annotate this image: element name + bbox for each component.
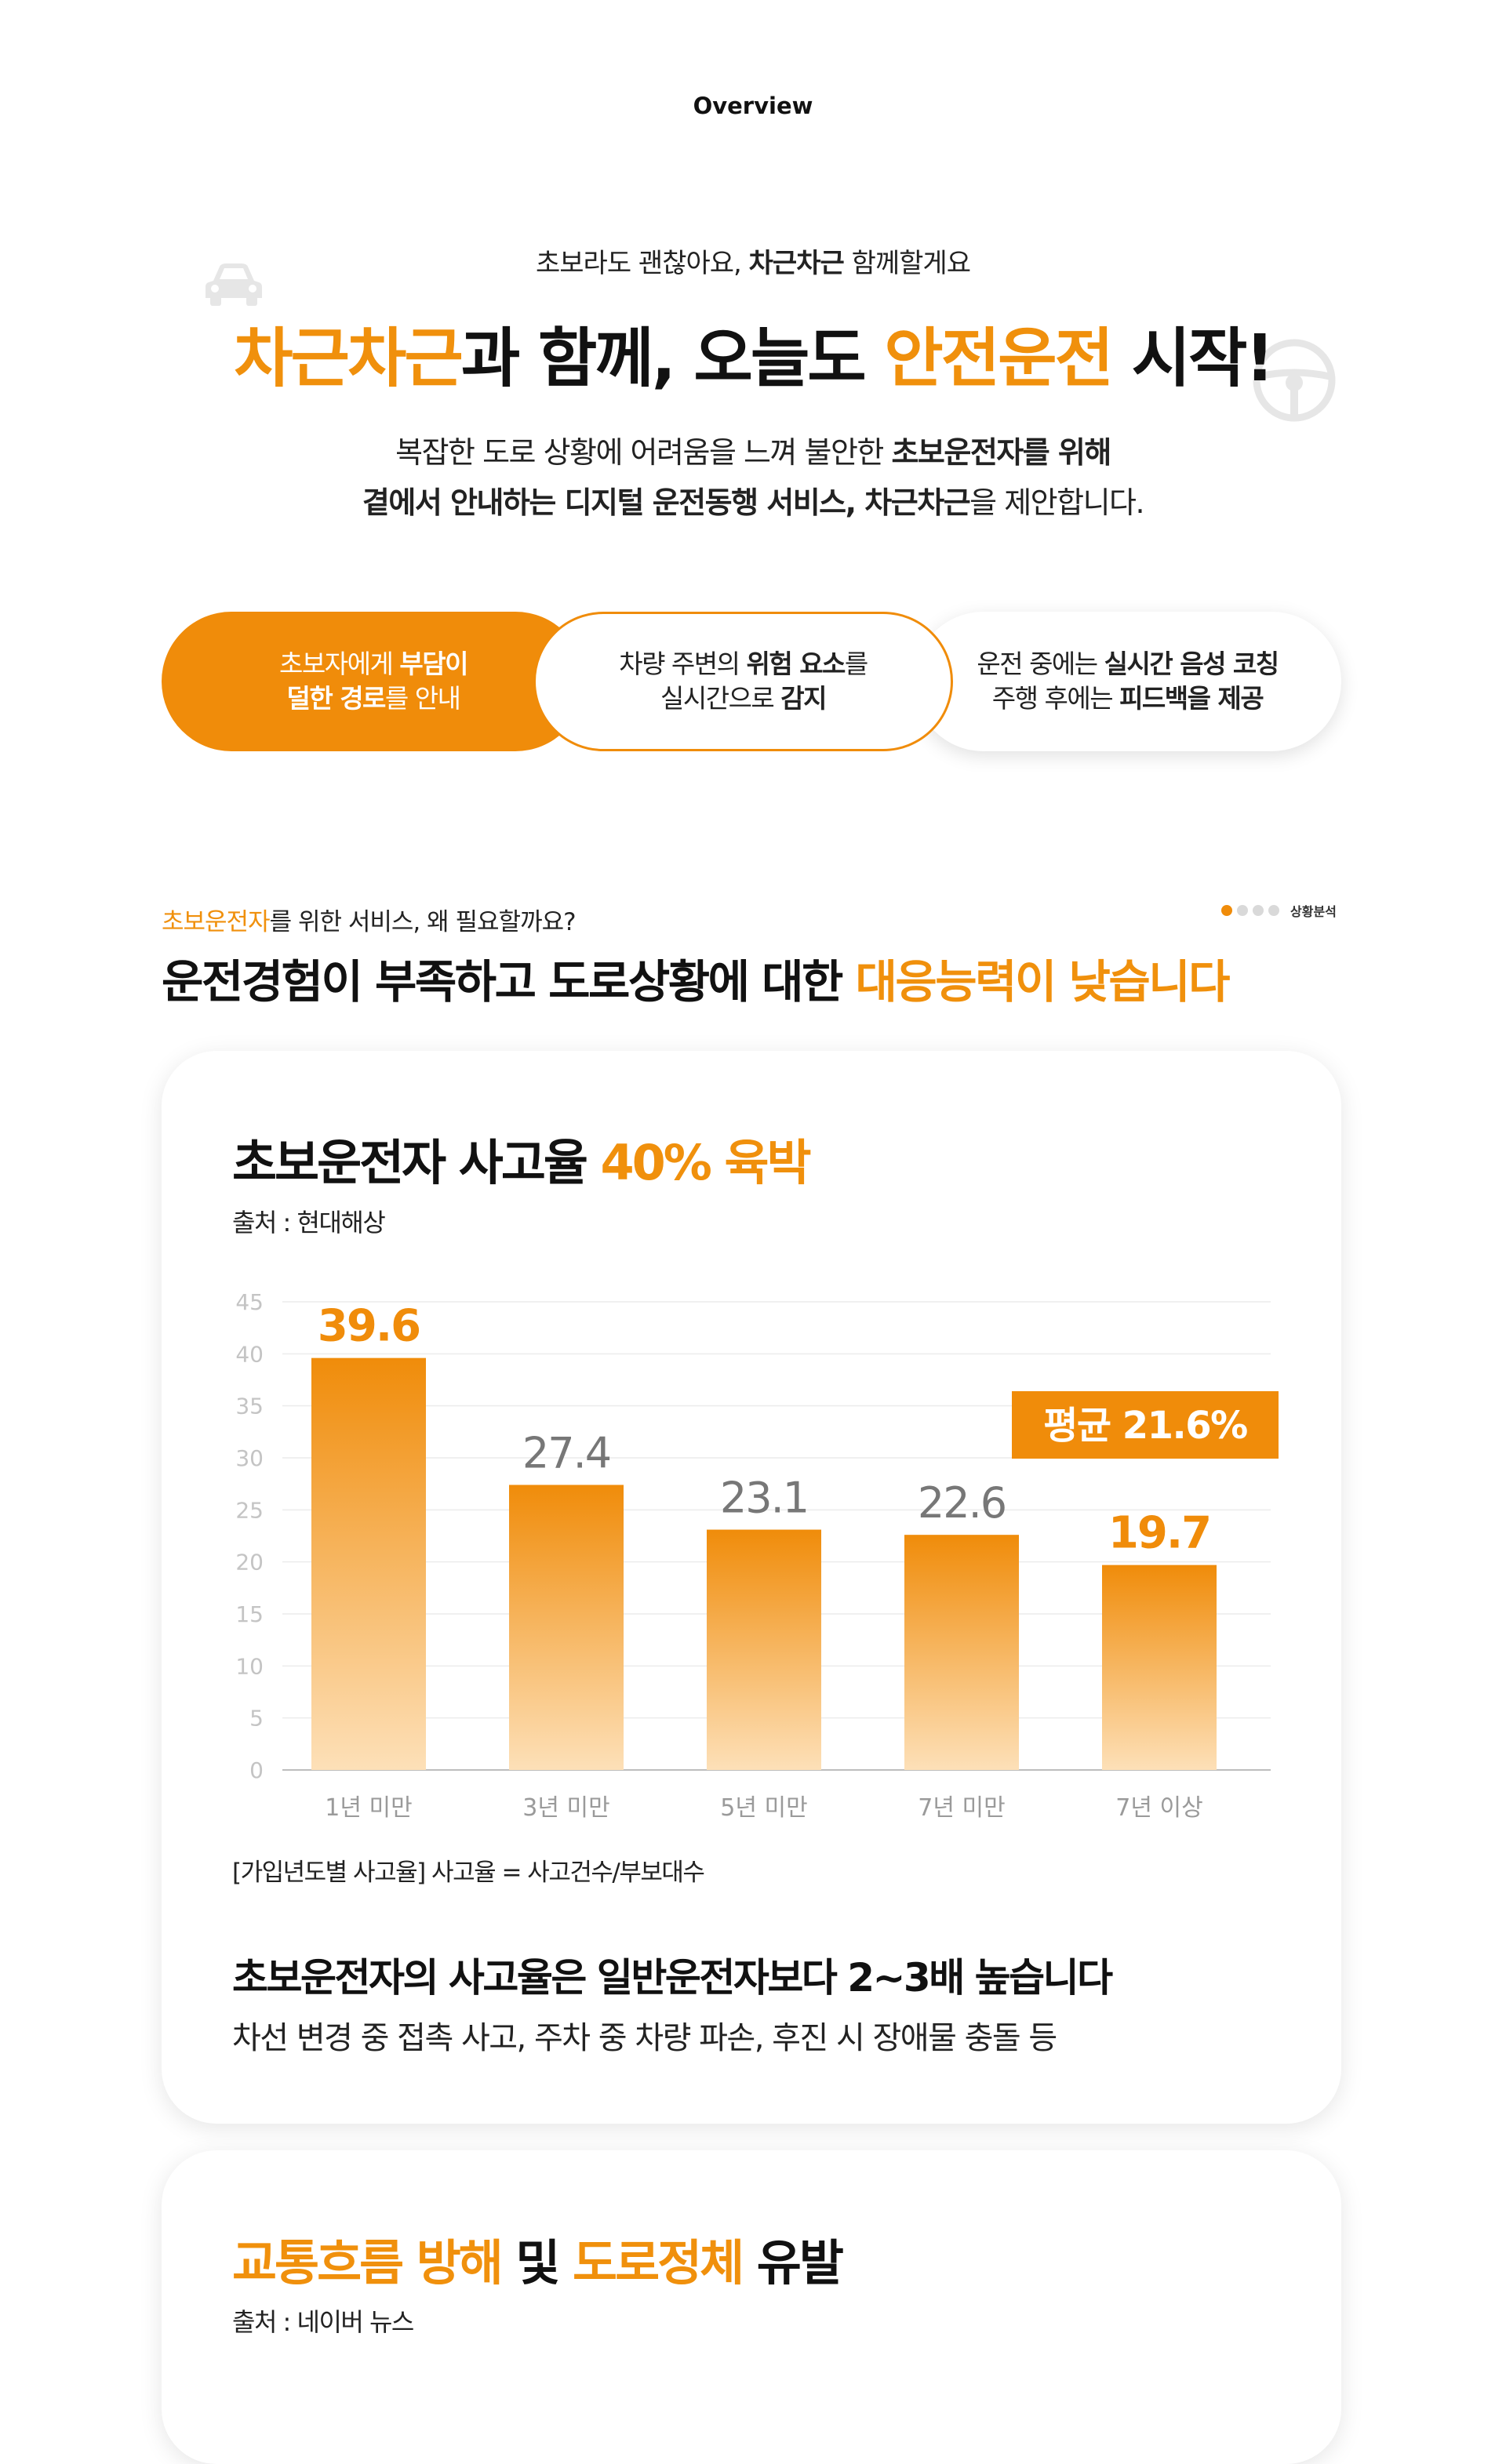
accident-claim: 초보운전자의 사고율은 일반운전자보다 2~3배 높습니다 [232,1955,1113,2001]
hero-title: 차근차근과 함께, 오늘도 안전운전 시작! [234,322,1275,396]
x-tick-label: 7년 미만 [918,1794,1005,1822]
feature-pill-coaching: 운전 중에는 실시간 음성 코칭 주행 후에는 피드백을 제공 [914,612,1341,751]
x-tick-label: 3년 미만 [522,1794,609,1822]
y-tick-label: 25 [235,1497,264,1523]
hero-title-highlight: 안전운전 [884,322,1114,396]
data-label: 23.1 [720,1474,808,1523]
feature-pill-route: 초보자에게 부담이 덜한 경로를 안내 [162,612,585,751]
car-icon [206,263,262,306]
section-label-overview: Overview [693,93,813,119]
chart-footnote: [가입년도별 사고율] 사고율 = 사고건수/부보대수 [232,1859,705,1887]
hero-description: 복잡한 도로 상황에 어려움을 느껴 불안한 초보운전자를 위해 곁에서 안내하… [362,435,1145,520]
data-label: 22.6 [918,1478,1006,1528]
data-label: 39.6 [318,1301,420,1352]
steering-wheel-icon [1253,339,1336,422]
x-tick-label: 1년 미만 [325,1794,412,1822]
analysis-subtitle: 초보운전자를 위한 서비스, 왜 필요할까요? [162,908,577,936]
pagination-dot[interactable] [1253,905,1264,916]
y-tick-label: 45 [235,1289,264,1315]
bar [311,1357,426,1770]
accident-claim-detail: 차선 변경 중 접촉 사고, 주차 중 차량 파손, 후진 시 장애물 충돌 등 [232,2020,1057,2056]
average-badge [1012,1391,1279,1459]
feature-pill-danger-detect: 차량 주변의 위험 요소를 실시간으로 감지 [533,612,953,751]
y-tick-label: 30 [235,1445,264,1471]
y-tick-label: 15 [235,1601,264,1627]
data-label: 19.7 [1108,1508,1210,1559]
x-tick-label: 7년 이상 [1115,1794,1202,1822]
x-tick-label: 5년 미만 [720,1794,807,1822]
bar [509,1485,624,1770]
data-label: 27.4 [522,1428,610,1477]
accident-rate-chart: 0 5 10 15 20 25 30 35 40 45 39.6 1년 미만 27.4 3년 미만 23.… [235,1289,1279,1822]
pagination-dot[interactable] [1237,905,1248,916]
accident-card-source: 출처 : 현대해상 [232,1208,386,1237]
traffic-card-source: 출처 : 네이버 뉴스 [232,2307,414,2337]
hero-title-brand: 차근차근 [234,322,464,396]
average-badge-label: 평균 21.6% [1043,1404,1247,1448]
bar [904,1535,1019,1770]
section-pagination: 상황분석 [1221,901,1337,920]
y-tick-label: 20 [235,1550,264,1575]
accident-card-title: 초보운전자 사고율 40% 육박 [232,1134,812,1191]
pagination-dot[interactable] [1268,905,1279,916]
bar [1102,1565,1217,1770]
y-tick-label: 35 [235,1394,264,1419]
y-tick-label: 5 [249,1706,264,1732]
y-tick-label: 10 [235,1653,264,1679]
y-tick-label: 40 [235,1341,264,1367]
bar [707,1529,821,1770]
pagination-dot-active[interactable] [1221,905,1232,916]
traffic-card-title: 교통흐름 방해 및 도로정체 유발 [232,2234,844,2291]
hero-tagline: 초보라도 괜찮아요, 차근차근 함께할게요 [535,248,971,279]
pagination-label: 상황분석 [1290,904,1337,919]
analysis-title: 운전경험이 부족하고 도로상황에 대한 대응능력이 낮습니다 [162,955,1230,1008]
y-tick-label: 0 [249,1757,264,1783]
